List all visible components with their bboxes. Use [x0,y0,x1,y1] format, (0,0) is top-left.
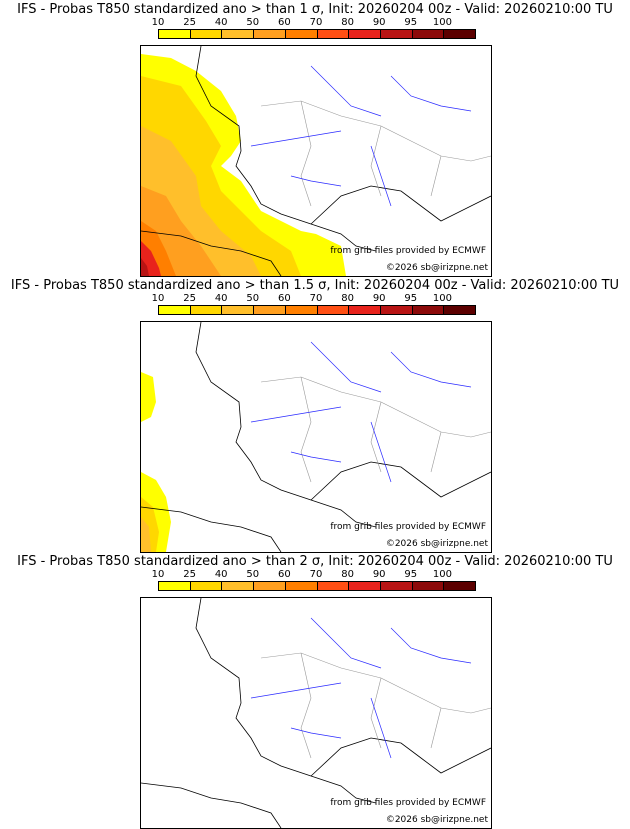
colorbar-swatch [285,30,318,38]
colorbar-swatch [190,30,223,38]
colorbar-tick-label: 60 [278,569,291,580]
copyright-credit: ©2026 sb@irizpne.net [385,539,488,549]
copyright-credit: ©2026 sb@irizpne.net [385,815,488,825]
map-drawing [141,322,491,552]
map-panel-1: IFS - Probas T850 standardized ano > tha… [0,0,630,277]
colorbar-tick-label: 90 [372,17,386,28]
map-drawing [141,598,491,828]
colorbar-tick-label: 50 [246,17,260,28]
colorbar-tick-label: 90 [372,569,386,580]
colorbar-swatch [444,30,476,38]
colorbar-tick-label: 90 [372,293,386,304]
data-source-credit: from grib files provided by ECMWF [330,522,486,532]
colorbar-swatch [349,582,381,590]
colorbar-tick-label: 95 [404,17,418,28]
colorbar-tick-label: 10 [151,569,165,580]
data-source-credit: from grib files provided by ECMWF [330,246,486,256]
colorbar-tick-label: 100 [432,17,452,28]
colorbar-swatch [190,306,223,314]
colorbar-tick-label: 70 [309,293,323,304]
panel-title: IFS - Probas T850 standardized ano > tha… [17,2,613,17]
colorbar-swatch [317,582,350,590]
colorbar-tick-label: 70 [309,569,323,580]
colorbar-swatch [222,582,255,590]
colorbar [158,581,476,591]
probability-map: from grib files provided by ECMWF ©2026 … [140,597,492,829]
colorbar-tick-label: 100 [432,293,452,304]
colorbar-tick-label: 50 [246,293,260,304]
colorbar-swatch [412,582,445,590]
colorbar-swatch [254,582,286,590]
colorbar-swatch [285,582,318,590]
colorbar-tick-label: 40 [214,17,228,28]
colorbar-tick-label: 25 [183,17,196,28]
colorbar-tick-label: 95 [404,293,418,304]
copyright-credit: ©2026 sb@irizpne.net [385,263,488,273]
colorbar-tick-label: 70 [309,17,323,28]
colorbar-tick-label: 80 [341,17,354,28]
colorbar-swatch [380,582,413,590]
colorbar-tick-label: 25 [183,293,196,304]
colorbar-tick-label: 25 [183,569,196,580]
colorbar-tick-label: 40 [214,293,228,304]
colorbar-swatch [380,306,413,314]
colorbar-tick-label: 80 [341,293,354,304]
panel-title: IFS - Probas T850 standardized ano > tha… [10,278,620,293]
colorbar-ticks: 10 25 40 50 60 70 80 90 95 100 [0,569,630,580]
colorbar-swatch [349,30,381,38]
colorbar-ticks: 10 25 40 50 60 70 80 90 95 100 [0,17,630,28]
colorbar-tick-label: 40 [214,569,228,580]
colorbar-tick-label: 10 [151,17,165,28]
colorbar-swatch [159,582,191,590]
colorbar-tick-label: 10 [151,293,165,304]
colorbar-swatch [254,306,286,314]
colorbar-swatch [444,582,476,590]
colorbar [158,29,476,39]
colorbar-tick-label: 100 [432,569,452,580]
colorbar-swatch [412,306,445,314]
colorbar-ticks: 10 25 40 50 60 70 80 90 95 100 [0,293,630,304]
data-source-credit: from grib files provided by ECMWF [330,798,486,808]
probability-map: from grib files provided by ECMWF ©2026 … [140,45,492,277]
colorbar-swatch [412,30,445,38]
panel-title: IFS - Probas T850 standardized ano > tha… [17,554,613,569]
colorbar-swatch [222,306,255,314]
colorbar-swatch [380,30,413,38]
map-drawing [141,46,491,276]
colorbar-swatch [317,306,350,314]
colorbar-swatch [285,306,318,314]
colorbar-tick-label: 50 [246,569,260,580]
colorbar-swatch [444,306,476,314]
colorbar-tick-label: 80 [341,569,354,580]
colorbar-swatch [254,30,286,38]
colorbar-swatch [159,30,191,38]
colorbar-swatch [190,582,223,590]
colorbar [158,305,476,315]
colorbar-tick-label: 60 [278,17,291,28]
probability-map: from grib files provided by ECMWF ©2026 … [140,321,492,553]
map-panel-2: IFS - Probas T850 standardized ano > tha… [0,276,630,553]
colorbar-swatch [317,30,350,38]
colorbar-swatch [349,306,381,314]
colorbar-swatch [222,30,255,38]
map-panel-3: IFS - Probas T850 standardized ano > tha… [0,552,630,829]
colorbar-tick-label: 60 [278,293,291,304]
colorbar-swatch [159,306,191,314]
colorbar-tick-label: 95 [404,569,418,580]
